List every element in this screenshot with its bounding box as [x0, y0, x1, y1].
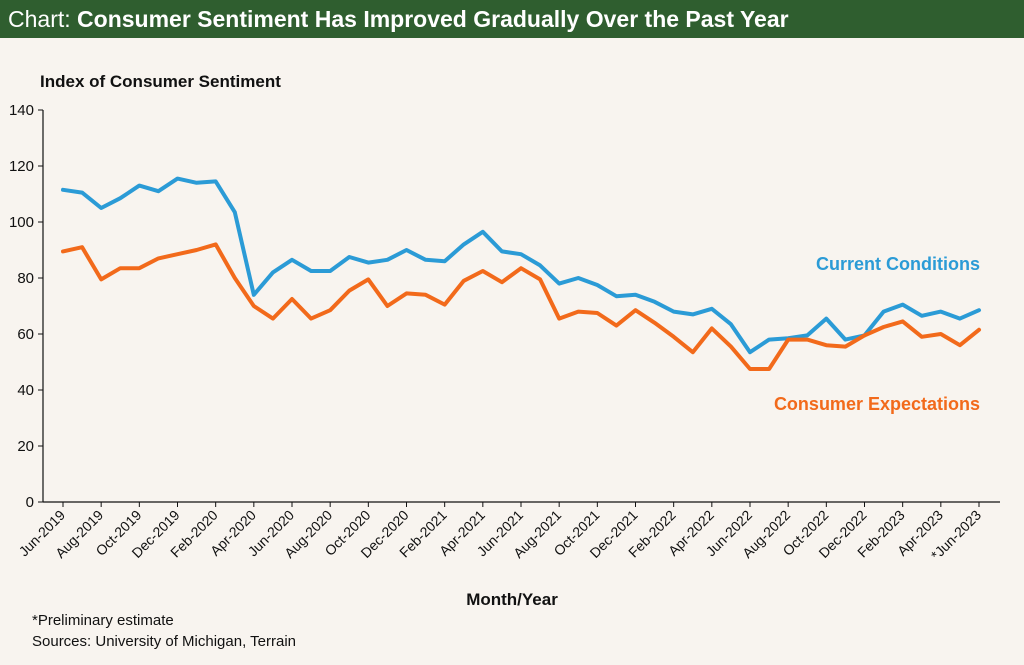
y-tick-label: 100 [9, 214, 34, 231]
y-tick-label: 60 [17, 326, 34, 343]
x-axis-label: Month/Year [466, 590, 558, 609]
y-axis-label: Index of Consumer Sentiment [40, 72, 281, 91]
series-label-consumer-expectations: Consumer Expectations [774, 394, 980, 414]
series-line-current-conditions [61, 176, 981, 355]
chart-header: Chart: Consumer Sentiment Has Improved G… [0, 0, 1024, 38]
y-tick-label: 120 [9, 158, 34, 175]
y-tick-label: 140 [9, 102, 34, 119]
header-prefix: Chart: [8, 5, 71, 32]
preliminary-footnote: *Preliminary estimate [32, 612, 174, 629]
y-tick-label: 40 [17, 382, 34, 399]
series-label-current-conditions: Current Conditions [816, 254, 980, 274]
y-tick-label: 0 [26, 494, 34, 511]
sources-footnote: Sources: University of Michigan, Terrain [32, 633, 296, 650]
chart-title: Consumer Sentiment Has Improved Graduall… [77, 5, 789, 32]
y-tick-label: 20 [17, 438, 34, 455]
y-tick-label: 80 [17, 270, 34, 287]
series-line-consumer-expectations [61, 242, 981, 371]
